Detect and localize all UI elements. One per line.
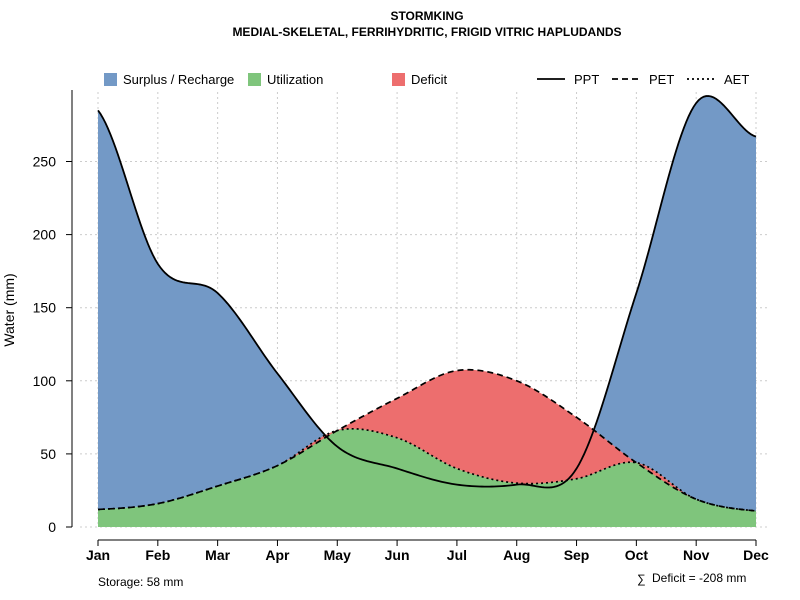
x-tick-label-jul: Jul	[447, 547, 467, 563]
legend-label-surplus: Surplus / Recharge	[123, 72, 234, 87]
line-ppt	[97, 95, 757, 489]
chart-subtitle: MEDIAL-SKELETAL, FERRIHYDRITIC, FRIGID V…	[232, 25, 621, 39]
y-tick-label: 200	[33, 227, 57, 243]
axes: 0 50 100 150 200 250 Jan Feb Mar Apr May Jun Jul Aug S…	[33, 90, 769, 563]
deficit-annotation: Deficit = -208 mm	[652, 571, 746, 585]
deficit-sum-symbol: ∑	[637, 572, 646, 586]
x-tick-label-oct: Oct	[625, 547, 649, 563]
x-tick-label-may: May	[324, 547, 351, 563]
x-tick-label-feb: Feb	[145, 547, 170, 563]
y-axis-label: Water (mm)	[1, 273, 17, 346]
x-tick-label-apr: Apr	[265, 547, 290, 563]
line-aet	[97, 427, 757, 512]
legend-swatch-surplus	[104, 73, 117, 86]
x-tick-label-mar: Mar	[205, 547, 230, 563]
storage-annotation: Storage: 58 mm	[98, 575, 183, 589]
chart-title: STORMKING	[390, 9, 463, 23]
x-tick-label-aug: Aug	[503, 547, 530, 563]
x-tick-label-jun: Jun	[385, 547, 410, 563]
area-surplus-upper	[98, 96, 756, 511]
area-deficit	[98, 369, 756, 511]
legend-swatch-utilization	[248, 73, 261, 86]
legend-label-ppt: PPT	[574, 72, 599, 87]
line-pet	[97, 368, 757, 512]
y-tick-label: 250	[33, 154, 57, 170]
legend-label-utilization: Utilization	[267, 72, 323, 87]
legend-swatch-deficit	[392, 73, 405, 86]
x-tick-label-sep: Sep	[564, 547, 590, 563]
y-tick-label: 150	[33, 300, 57, 316]
y-tick-label: 0	[48, 519, 56, 535]
legend: Surplus / Recharge Utilization Deficit P…	[104, 72, 749, 87]
y-tick-label: 100	[33, 373, 57, 389]
legend-label-deficit: Deficit	[411, 72, 448, 87]
legend-label-pet: PET	[649, 72, 674, 87]
x-tick-label-dec: Dec	[743, 547, 769, 563]
y-tick-label: 50	[40, 446, 56, 462]
x-tick-label-nov: Nov	[683, 547, 710, 563]
series-lines	[97, 95, 757, 512]
area-fills	[98, 96, 756, 527]
legend-label-aet: AET	[724, 72, 749, 87]
x-tick-label-jan: Jan	[86, 547, 110, 563]
